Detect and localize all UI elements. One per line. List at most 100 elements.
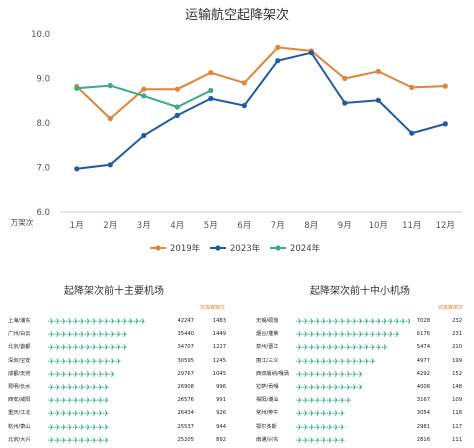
airport-name: 深圳/宝安: [8, 357, 31, 364]
data-point: [275, 58, 281, 64]
daily-peak-value: 109: [452, 397, 462, 404]
airport-name: 烟台/蓬莱: [256, 331, 279, 338]
data-point: [107, 162, 113, 168]
airport-row: 成都/天府 ✈✈✈✈✈✈✈✈✈✈✈ 29767 1045: [8, 369, 230, 380]
airport-name: 上海/浦东: [8, 318, 31, 324]
airport-name: 北京/首都: [8, 344, 31, 351]
airport-row: 广州/白云 ✈✈✈✈✈✈✈✈✈✈✈✈✈ 35440 1449: [8, 329, 230, 340]
daily-peak-value: 231: [452, 331, 462, 338]
airport-name: 杭州/萧山: [8, 423, 31, 430]
data-point: [141, 132, 147, 139]
airport-name: 西双版纳/嘎洒: [256, 370, 289, 377]
data-point: [409, 130, 415, 136]
daily-peak-value: 892: [216, 436, 226, 443]
data-point: [141, 86, 147, 92]
data-point: [141, 93, 147, 99]
plane-icons-bar: ✈✈✈✈✈✈✈✈✈✈: [48, 422, 110, 432]
x-tick-label: 3月: [137, 221, 151, 231]
x-tick-label: 9月: [338, 221, 352, 231]
daily-peak-value: 1045: [212, 370, 226, 377]
data-point: [241, 80, 247, 86]
major-airports-caption: 日高峰架次: [200, 305, 226, 311]
plane-icons-bar: ✈✈✈✈✈✈✈✈: [296, 422, 345, 432]
airport-name: 西安/咸阳: [8, 397, 31, 404]
data-point: [174, 104, 180, 110]
data-point: [208, 95, 214, 102]
plane-icons-bar: ✈✈✈✈✈✈✈✈✈✈✈✈✈✈✈✈: [48, 317, 146, 326]
plane-icons-bar: ✈✈✈✈✈✈✈✈✈✈✈✈: [48, 356, 122, 366]
movements-value: 6176: [416, 331, 430, 338]
data-point: [107, 116, 113, 122]
data-point: [409, 84, 415, 90]
x-tick-label: 2月: [103, 221, 117, 231]
airport-name: 鄂尔多斯: [256, 423, 277, 430]
plane-icons-bar: ✈✈✈✈✈✈✈✈✈✈✈✈✈✈✈✈✈: [296, 330, 400, 340]
airport-row: 无锡/硕放 ✈✈✈✈✈✈✈✈✈✈✈✈✈✈✈✈✈✈✈ 7028 232: [256, 316, 470, 327]
movements-value: 34707: [177, 344, 194, 351]
x-tick-label: 11月: [402, 221, 421, 231]
daily-peak-value: 1245: [212, 357, 226, 364]
daily-peak-value: 1483: [212, 318, 226, 324]
x-tick-label: 6月: [237, 221, 251, 231]
legend-swatch-marker: [155, 245, 161, 251]
series-layer: [74, 44, 448, 172]
movements-value: 4008: [416, 384, 430, 390]
movements-value: 25537: [177, 423, 194, 430]
data-point: [375, 97, 381, 103]
major-airports-panel: 起降架次前十主要机场 日高峰架次 上海/浦东 ✈✈✈✈✈✈✈✈✈✈✈✈✈✈✈✈ 42…: [8, 282, 230, 448]
airport-row: 重庆/江北 ✈✈✈✈✈✈✈✈✈✈ 26434 926: [8, 408, 230, 419]
airport-name: 常州/奔牛: [256, 410, 279, 417]
y-tick-label: 8.0: [36, 119, 50, 129]
small-airports-panel: 起降架次前十中小机场 日高峰架次 无锡/硕放 ✈✈✈✈✈✈✈✈✈✈✈✈✈✈✈✈✈✈…: [256, 282, 470, 448]
plane-icons-bar: ✈✈✈✈✈✈✈✈✈✈✈✈✈✈✈✈✈✈✈: [296, 317, 410, 326]
daily-peak-value: 152: [452, 370, 462, 377]
movements-value: 3054: [416, 410, 430, 417]
airport-name: 丽江/三义: [256, 357, 279, 364]
movements-value: 29767: [177, 370, 194, 377]
plane-icons-bar: ✈✈✈✈✈✈✈✈✈✈✈: [48, 369, 116, 379]
airport-row: 拉萨/贡嘎 ✈✈✈✈✈✈✈✈✈✈✈ 4008 148: [256, 382, 470, 393]
airport-row: 泉州/晋江 ✈✈✈✈✈✈✈✈✈✈✈✈✈✈✈ 5474 210: [256, 342, 470, 353]
airport-row: 西双版纳/嘎洒 ✈✈✈✈✈✈✈✈✈✈✈ 4292 152: [256, 369, 470, 380]
x-tick-label: 12月: [436, 221, 455, 231]
daily-peak-value: 117: [452, 423, 462, 430]
small-airports-title: 起降架次前十中小机场: [310, 286, 410, 297]
legend-label: 2024年: [290, 243, 321, 254]
plane-icons-bar: ✈✈✈✈✈✈✈✈✈: [296, 396, 352, 406]
series-line-1: [76, 51, 446, 170]
y-tick-label: 6.0: [36, 208, 50, 218]
chart-title: 运输航空起降架次: [185, 7, 289, 23]
airport-name: 揭阳/潮汕: [256, 397, 279, 404]
movements-value: 35440: [177, 331, 194, 338]
movements-value: 4292: [416, 370, 430, 377]
daily-peak-value: 111: [452, 436, 462, 443]
small-airports-caption: 日高峰架次: [438, 305, 464, 311]
movements-value: 26434: [177, 410, 194, 417]
data-point: [442, 121, 448, 127]
daily-peak-value: 1227: [212, 344, 226, 351]
daily-peak-value: 926: [216, 410, 226, 417]
movements-value: 25205: [177, 436, 194, 443]
movements-value: 2981: [416, 423, 430, 430]
movements-value: 7028: [416, 318, 430, 324]
movements-value: 5474: [416, 344, 430, 351]
plane-icons-bar: ✈✈✈✈✈✈✈✈✈✈: [48, 383, 110, 392]
plane-icons-bar: ✈✈✈✈✈✈✈✈: [296, 435, 345, 445]
airport-name: 昆明/长水: [8, 384, 31, 390]
plane-icons-bar: ✈✈✈✈✈✈✈✈✈✈: [48, 435, 110, 445]
airport-row: 杭州/萧山 ✈✈✈✈✈✈✈✈✈✈ 25537 944: [8, 422, 230, 433]
x-tick-label: 10月: [369, 221, 388, 231]
legend: 2019年 2023年 2024年: [150, 243, 321, 254]
y-axis: 6.0 7.0 8.0 9.0 10.0: [31, 30, 50, 218]
movements-value: 2816: [416, 436, 430, 443]
data-point: [342, 100, 348, 106]
daily-peak-value: 199: [452, 357, 462, 364]
airport-row: 常州/奔牛 ✈✈✈✈✈✈✈✈ 3054 118: [256, 408, 470, 419]
plane-icons-bar: ✈✈✈✈✈✈✈✈✈✈✈✈✈: [48, 330, 128, 340]
data-point: [208, 87, 214, 94]
daily-peak-value: 944: [216, 423, 226, 430]
airport-name: 广州/白云: [8, 331, 31, 338]
plane-icons-bar: ✈✈✈✈✈✈✈✈✈✈✈✈✈✈✈: [296, 343, 388, 353]
plane-icons-bar: ✈✈✈✈✈✈✈✈✈✈✈: [296, 383, 364, 392]
legend-label: 2023年: [230, 243, 261, 254]
